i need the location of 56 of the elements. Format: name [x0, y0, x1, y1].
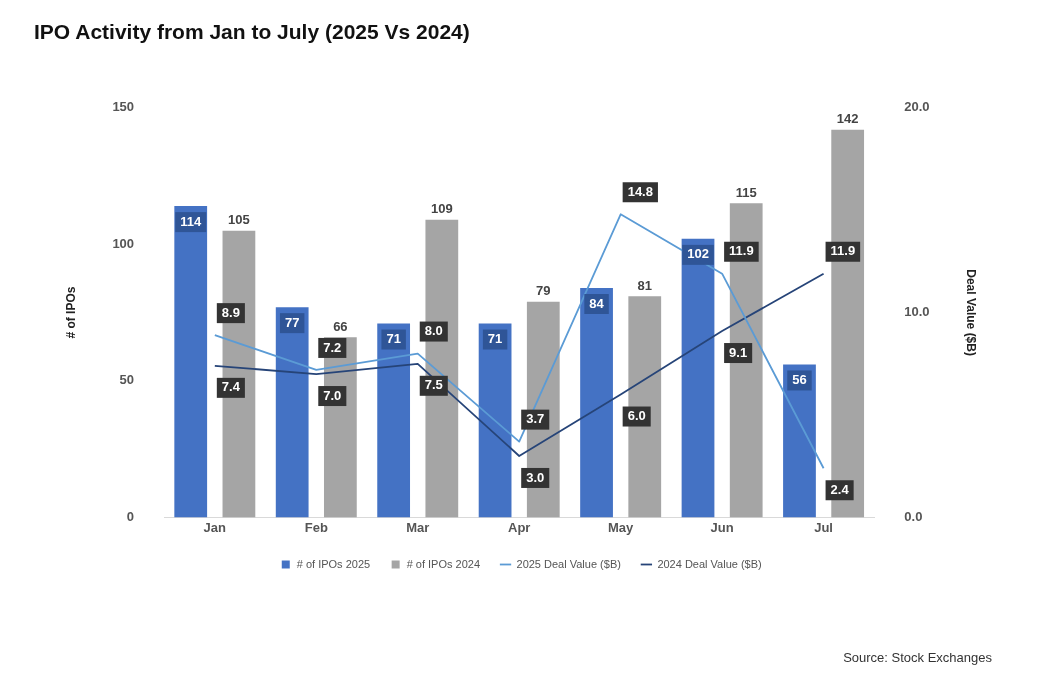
bar	[478, 323, 512, 518]
data-label: 2.4	[830, 481, 850, 497]
data-label: 9.1	[729, 344, 748, 360]
x-tick-label: Jul	[814, 519, 833, 535]
y2-tick-label: 20.0	[904, 99, 930, 115]
data-label: 109	[430, 201, 453, 217]
data-label: 114	[180, 213, 202, 229]
data-label: 66	[333, 318, 348, 334]
data-label: 7.2	[323, 339, 342, 355]
data-label: 8.9	[221, 304, 240, 320]
x-tick-label: Jun	[710, 519, 734, 535]
data-label: 11.9	[729, 243, 754, 259]
y-axis-title: # of IPOs	[63, 286, 78, 339]
y2-tick-label: 0.0	[904, 508, 923, 524]
data-label: 6.0	[627, 408, 646, 424]
data-label: 81	[637, 277, 652, 293]
data-label: 7.5	[424, 377, 443, 393]
y-tick-label: 0	[126, 508, 135, 524]
data-label: 7.4	[221, 379, 241, 395]
y2-axis-title: Deal Value ($B)	[964, 269, 979, 356]
x-tick-label: Mar	[406, 519, 430, 535]
chart-title: IPO Activity from Jan to July (2025 Vs 2024)	[34, 20, 470, 44]
x-tick-label: Apr	[508, 519, 531, 535]
data-label: 11.9	[830, 243, 856, 259]
y2-tick-label: 10.0	[904, 304, 930, 320]
bar	[377, 323, 411, 518]
data-label: 3.7	[526, 411, 545, 427]
legend-label: 2024 Deal Value ($B)	[657, 557, 762, 570]
x-tick-label: Feb	[304, 519, 328, 535]
data-label: 3.0	[526, 469, 545, 485]
data-label: 115	[735, 184, 757, 200]
data-label: 77	[284, 314, 300, 330]
data-label: 84	[589, 295, 605, 311]
bar	[275, 307, 309, 518]
x-tick-label: May	[608, 519, 635, 535]
data-label: 142	[836, 111, 859, 127]
legend-label: # of IPOs 2025	[296, 557, 371, 570]
bar	[681, 238, 715, 518]
y-tick-label: 50	[119, 372, 135, 388]
data-label: 79	[536, 283, 551, 299]
legend-label: # of IPOs 2024	[406, 557, 481, 570]
y-tick-label: 150	[112, 99, 135, 115]
y-tick-label: 100	[112, 235, 135, 251]
data-label: 8.0	[424, 323, 443, 339]
data-label: 7.0	[323, 387, 342, 403]
data-label: 102	[687, 246, 709, 262]
data-label: 105	[228, 212, 250, 228]
x-tick-label: Jan	[203, 519, 227, 535]
data-label: 14.8	[627, 183, 653, 199]
data-label: 71	[386, 331, 401, 347]
bar	[174, 206, 208, 518]
data-label: 56	[792, 372, 807, 388]
legend-label: 2025 Deal Value ($B)	[516, 557, 621, 570]
source-note: Source: Stock Exchanges	[843, 650, 992, 665]
bar	[580, 288, 613, 518]
data-label: 71	[487, 331, 503, 347]
